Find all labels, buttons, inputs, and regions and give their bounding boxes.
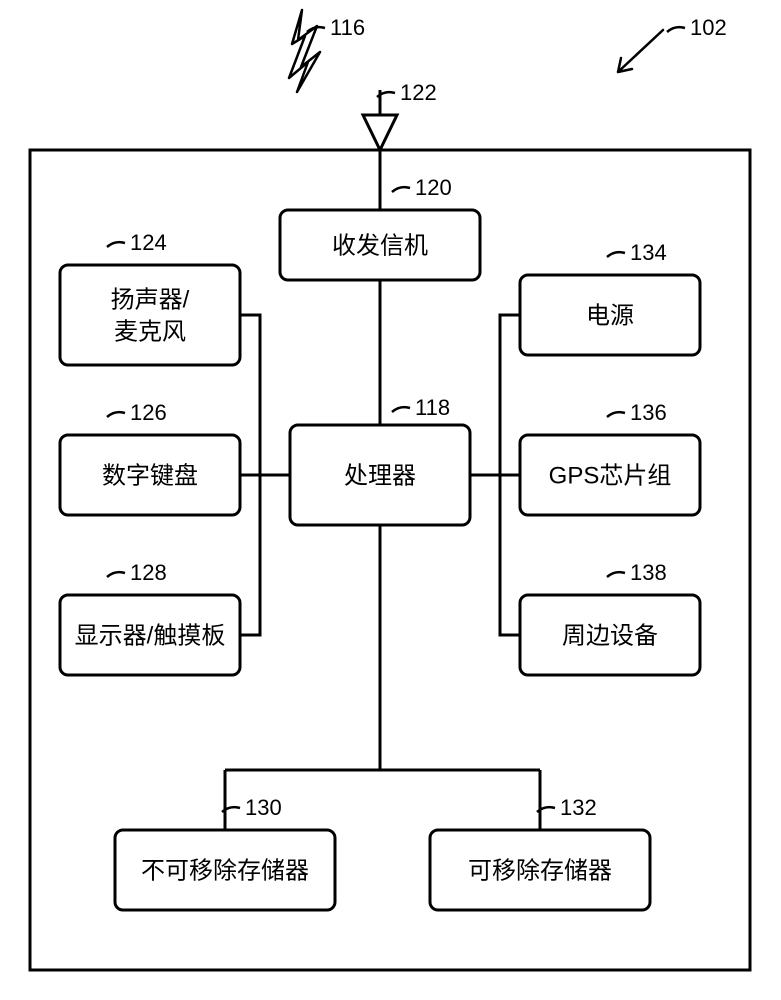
ref-l126: 126 [130, 400, 167, 425]
ref-l134: 134 [630, 240, 667, 265]
node-keypad-label: 数字键盘 [102, 462, 198, 489]
ref-l120: 120 [415, 175, 452, 200]
node-nonremovable: 不可移除存储器 [115, 830, 335, 910]
node-speaker_mic-label1: 扬声器/ [111, 286, 190, 313]
node-gps: GPS芯片组 [520, 435, 700, 515]
node-peripherals-label: 周边设备 [562, 622, 658, 649]
ref-l132: 132 [560, 795, 597, 820]
node-speaker_mic-label2: 麦克风 [114, 318, 186, 345]
node-gps-label: GPS芯片组 [549, 462, 672, 489]
ref-l124: 124 [130, 230, 167, 255]
node-power-label: 电源 [586, 302, 634, 329]
node-removable-label: 可移除存储器 [468, 857, 612, 884]
ref-l136: 136 [630, 400, 667, 425]
ref-l130: 130 [245, 795, 282, 820]
node-transceiver-label: 收发信机 [332, 232, 428, 259]
node-display: 显示器/触摸板 [60, 595, 240, 675]
node-speaker_mic: 扬声器/麦克风 [60, 265, 240, 365]
node-peripherals: 周边设备 [520, 595, 700, 675]
node-removable: 可移除存储器 [430, 830, 650, 910]
node-power: 电源 [520, 275, 700, 355]
ref-l128: 128 [130, 560, 167, 585]
node-processor-label: 处理器 [344, 462, 416, 489]
node-keypad: 数字键盘 [60, 435, 240, 515]
node-display-label: 显示器/触摸板 [75, 622, 226, 649]
ref-l122: 122 [400, 80, 437, 105]
node-nonremovable-label: 不可移除存储器 [141, 857, 309, 884]
node-transceiver: 收发信机 [280, 210, 480, 280]
ref-l118: 118 [415, 395, 450, 420]
ref-l138: 138 [630, 560, 667, 585]
ref-l102: 102 [690, 15, 727, 40]
ref-l116: 116 [330, 15, 365, 40]
node-processor: 处理器 [290, 425, 470, 525]
